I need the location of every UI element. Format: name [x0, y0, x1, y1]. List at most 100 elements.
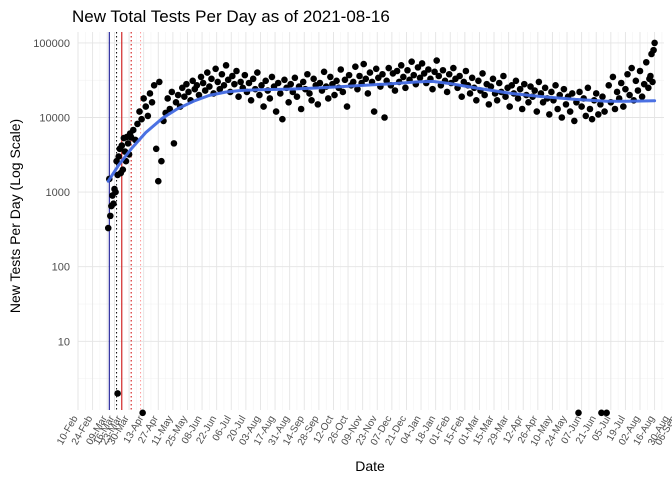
data-point — [233, 67, 240, 75]
data-point — [466, 90, 474, 97]
data-point — [420, 70, 428, 77]
data-point — [613, 88, 621, 96]
data-point — [185, 88, 192, 96]
y-tick-label: 100 — [52, 262, 70, 274]
data-point — [584, 84, 592, 92]
data-point — [518, 105, 526, 113]
data-point — [592, 90, 600, 97]
data-point — [247, 97, 255, 104]
data-point — [435, 72, 443, 80]
data-point — [479, 70, 486, 77]
data-point — [481, 91, 488, 99]
data-point — [638, 93, 646, 101]
data-point — [164, 95, 171, 102]
data-point — [343, 103, 351, 110]
data-point — [546, 111, 553, 118]
y-tick-label: 10 — [58, 336, 70, 348]
data-point — [632, 77, 640, 85]
data-point — [356, 72, 363, 80]
data-point — [410, 71, 418, 79]
data-point — [429, 85, 436, 93]
data-point — [541, 84, 549, 92]
data-point — [222, 62, 230, 69]
data-point — [516, 85, 524, 93]
data-point — [576, 88, 583, 96]
data-point — [166, 105, 174, 113]
data-point — [110, 200, 117, 207]
data-point — [578, 103, 585, 110]
trend-line — [106, 79, 657, 183]
data-point — [379, 70, 386, 78]
data-point — [249, 75, 257, 83]
data-point — [201, 87, 209, 94]
data-point — [212, 65, 219, 73]
data-point — [195, 91, 203, 99]
data-point — [154, 177, 162, 185]
data-point — [354, 85, 361, 93]
y-axis-ticks: 10 100 1000 10000 100000 — [33, 38, 70, 348]
y-tick-label: 1000 — [46, 187, 70, 199]
data-point — [115, 153, 122, 160]
data-point — [245, 79, 253, 87]
data-point — [310, 75, 317, 83]
data-point — [502, 93, 509, 101]
data-point — [634, 87, 642, 94]
data-point — [400, 73, 407, 81]
y-tick-label: 10000 — [39, 113, 70, 125]
data-point — [279, 115, 286, 123]
data-point — [598, 409, 605, 417]
data-point — [650, 46, 657, 54]
data-point — [393, 67, 401, 75]
data-point — [595, 111, 602, 118]
data-point — [331, 91, 338, 99]
data-point — [456, 72, 463, 80]
data-point — [651, 39, 658, 47]
data-point — [256, 91, 263, 99]
data-point — [324, 95, 332, 102]
data-point — [443, 88, 451, 96]
data-point — [404, 66, 411, 74]
data-point — [235, 93, 242, 101]
data-point — [473, 97, 480, 104]
data-point — [414, 64, 422, 71]
data-point — [609, 73, 617, 81]
data-point — [599, 93, 606, 101]
data-point — [142, 103, 150, 110]
data-point — [260, 103, 267, 110]
data-point — [291, 74, 299, 82]
data-point — [124, 140, 132, 147]
data-point — [582, 112, 590, 120]
data-point — [306, 90, 313, 97]
data-point — [281, 76, 288, 84]
data-point — [636, 67, 644, 75]
data-point — [274, 79, 282, 87]
data-point — [385, 64, 393, 72]
data-point — [119, 166, 127, 173]
data-point — [416, 74, 424, 82]
data-point — [425, 66, 432, 73]
data-point — [114, 390, 121, 397]
data-point — [218, 70, 226, 78]
data-point — [258, 82, 265, 89]
data-point — [366, 69, 374, 76]
data-point — [533, 108, 541, 115]
data-point — [183, 80, 190, 88]
data-point — [193, 82, 201, 89]
data-point — [525, 98, 532, 106]
data-point — [500, 72, 507, 80]
data-point — [408, 58, 415, 65]
data-point — [433, 57, 440, 64]
data-point — [554, 105, 561, 113]
data-point — [349, 78, 357, 86]
data-point — [626, 91, 633, 99]
data-point — [431, 68, 438, 76]
data-point — [339, 88, 347, 96]
data-point — [508, 82, 516, 89]
data-point — [341, 76, 349, 84]
data-point — [506, 103, 513, 110]
data-point — [272, 108, 280, 115]
data-point — [140, 95, 147, 102]
data-point — [558, 114, 566, 121]
data-point — [206, 83, 213, 90]
data-point — [575, 409, 582, 417]
